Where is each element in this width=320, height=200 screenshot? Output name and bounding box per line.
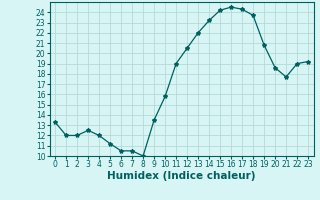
X-axis label: Humidex (Indice chaleur): Humidex (Indice chaleur) [107,171,256,181]
